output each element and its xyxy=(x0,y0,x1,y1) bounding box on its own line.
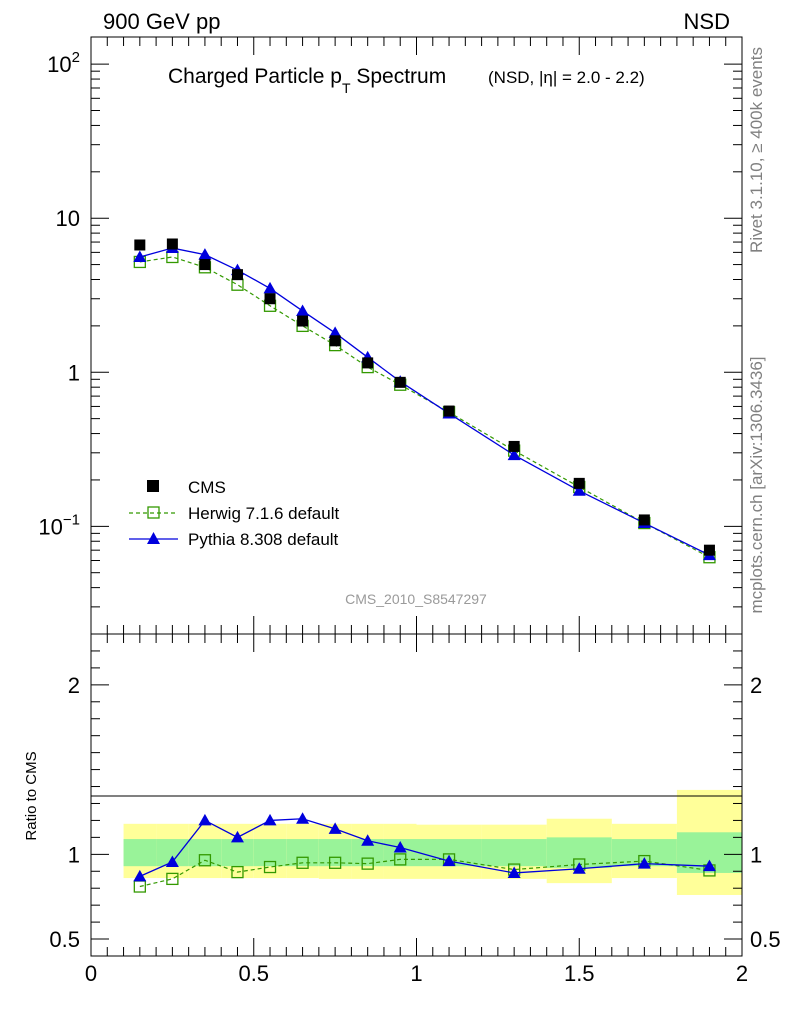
pythia-point xyxy=(328,822,342,834)
y-tick-label: 1 xyxy=(68,360,80,385)
pythia-point xyxy=(165,855,179,867)
ratio-ylabel: Ratio to CMS xyxy=(23,751,40,840)
pythia-point xyxy=(361,834,375,846)
pythia-point xyxy=(702,859,716,872)
legend-pythia-marker xyxy=(147,532,160,544)
x-tick-label: 1.5 xyxy=(564,961,595,986)
cms-point xyxy=(264,293,276,305)
ratio-y-tick-label-right: 2 xyxy=(750,673,762,698)
cms-point xyxy=(703,544,715,556)
legend-herwig-label: Herwig 7.1.6 default xyxy=(188,504,339,523)
cms-point xyxy=(573,477,585,489)
x-tick-label: 2 xyxy=(736,961,748,986)
ratio-uncertainty-bands xyxy=(123,789,742,895)
pythia-point xyxy=(507,866,521,878)
ratio-y-tick-label: 1 xyxy=(68,842,80,867)
ratio-frame xyxy=(90,633,743,957)
pythia-point xyxy=(442,854,456,867)
legend-cms-marker xyxy=(147,480,159,492)
pythia-point xyxy=(296,812,310,824)
pythia-point xyxy=(230,830,244,843)
ratio-y-tick-label: 0.5 xyxy=(49,927,80,952)
legend: CMS Herwig 7.1.6 default Pythia 8.308 de… xyxy=(129,478,339,549)
x-tick-label: 0.5 xyxy=(238,961,269,986)
cms-point xyxy=(362,357,374,369)
band-inner xyxy=(318,839,352,867)
pythia-point xyxy=(133,250,147,262)
herwig-point xyxy=(263,860,277,874)
herwig-point xyxy=(361,857,374,870)
cms-point xyxy=(394,376,406,388)
herwig-point xyxy=(328,856,342,869)
legend-herwig-marker xyxy=(147,506,160,519)
herwig-line xyxy=(139,858,710,888)
pythia-point xyxy=(507,448,521,461)
header-left: 900 GeV pp xyxy=(103,9,220,34)
rivet-label: Rivet 3.1.10, ≥ 400k events xyxy=(747,47,766,253)
y-tick-label: 10 xyxy=(56,206,80,231)
ratio-panel: 0.5 0.51 12 20 0.5 1 1.5 2 Ratio to CMS xyxy=(23,633,781,986)
pythia-point xyxy=(572,484,586,496)
header-right: NSD xyxy=(684,9,730,34)
band-inner xyxy=(221,839,254,867)
cms-point xyxy=(508,440,520,452)
pythia-point xyxy=(637,857,651,869)
herwig-point xyxy=(296,856,309,869)
ratio-axis-ticks: 0.5 0.51 12 20 0.5 1 1.5 2 xyxy=(49,634,781,986)
pythia-point xyxy=(198,813,212,826)
x-tick-label: 1 xyxy=(410,961,422,986)
pythia-line xyxy=(139,818,710,877)
band-inner xyxy=(123,839,157,867)
cms-point xyxy=(134,239,146,251)
cms-point xyxy=(166,238,178,250)
cms-point xyxy=(638,514,650,526)
herwig-point xyxy=(231,278,244,291)
band-inner xyxy=(286,839,319,867)
ratio-y-tick-label-right: 0.5 xyxy=(750,927,781,952)
ratio-y-tick-label: 2 xyxy=(68,673,80,698)
x-tick-label: 0 xyxy=(85,961,97,986)
legend-pythia-label: Pythia 8.308 default xyxy=(188,530,339,549)
pythia-point xyxy=(393,841,407,853)
cms-point xyxy=(329,335,341,347)
y-tick-label: 10−1 xyxy=(38,511,80,539)
herwig-point xyxy=(198,854,212,867)
cms-point xyxy=(443,405,455,417)
pythia-point xyxy=(572,862,586,874)
herwig-point xyxy=(166,872,179,886)
pythia-point xyxy=(296,304,310,316)
analysis-id: CMS_2010_S8547297 xyxy=(345,591,487,607)
band-inner xyxy=(188,839,222,867)
band-inner xyxy=(481,839,547,867)
herwig-point xyxy=(394,853,407,866)
cms-point xyxy=(199,259,211,271)
ratio-series xyxy=(133,812,716,893)
ratio-y-tick-label-right: 1 xyxy=(750,842,762,867)
legend-cms-label: CMS xyxy=(188,478,226,497)
cms-point xyxy=(297,315,309,327)
mcplots-label: mcplots.cern.ch [arXiv:1306.3436] xyxy=(747,356,766,613)
chart-title-qualifier: (NSD, |η| = 2.0 - 2.2) xyxy=(488,68,645,87)
pythia-point xyxy=(198,248,212,260)
pythia-point xyxy=(263,813,277,826)
pythia-point xyxy=(263,281,277,294)
main-series xyxy=(133,238,716,564)
y-tick-label: 102 xyxy=(47,49,80,77)
main-axis-ticks: 10−1 1 10 102 xyxy=(38,37,743,635)
pythia-point xyxy=(133,869,147,882)
chart-title: Charged Particle pT Spectrum xyxy=(168,65,446,96)
cms-point xyxy=(231,269,243,281)
pythia-point xyxy=(328,326,342,338)
pythia-line xyxy=(139,247,710,556)
herwig-point xyxy=(231,865,244,879)
